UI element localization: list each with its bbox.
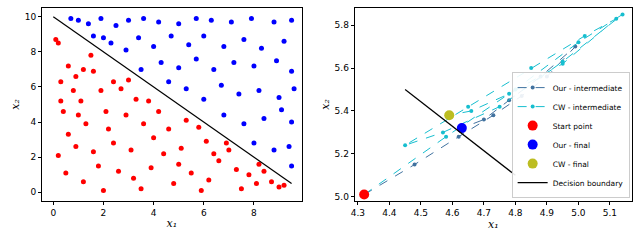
svg-text:5.0: 5.0	[335, 192, 350, 202]
svg-text:2: 2	[30, 152, 36, 162]
svg-text:4: 4	[30, 117, 36, 127]
svg-text:4.5: 4.5	[414, 208, 428, 218]
svg-text:4: 4	[151, 208, 157, 218]
svg-text:CW - intermediate: CW - intermediate	[553, 103, 622, 112]
svg-text:4.9: 4.9	[540, 208, 555, 218]
svg-text:5.1: 5.1	[603, 208, 617, 218]
svg-text:Our - intermediate: Our - intermediate	[553, 84, 623, 93]
svg-text:5.8: 5.8	[335, 20, 350, 30]
svg-text:Decision boundary: Decision boundary	[553, 179, 624, 188]
svg-text:8: 8	[30, 47, 36, 57]
svg-text:5.6: 5.6	[335, 63, 350, 73]
svg-text:8: 8	[251, 208, 257, 218]
svg-text:x₁: x₁	[488, 218, 499, 231]
svg-text:2: 2	[101, 208, 107, 218]
svg-text:4.8: 4.8	[508, 208, 523, 218]
svg-text:x₁: x₁	[166, 217, 177, 230]
svg-text:5.2: 5.2	[335, 149, 349, 159]
svg-text:x₂: x₂	[319, 99, 332, 110]
svg-text:0: 0	[50, 208, 56, 218]
svg-text:4.4: 4.4	[382, 208, 397, 218]
svg-text:4.3: 4.3	[351, 208, 365, 218]
svg-text:4.6: 4.6	[445, 208, 460, 218]
svg-text:6: 6	[201, 208, 207, 218]
svg-text:4.7: 4.7	[477, 208, 491, 218]
svg-text:5.0: 5.0	[571, 208, 586, 218]
svg-text:Our - final: Our - final	[553, 141, 590, 150]
svg-text:5.4: 5.4	[335, 106, 350, 116]
svg-text:10: 10	[25, 12, 37, 22]
svg-text:Start point: Start point	[553, 122, 593, 131]
svg-text:6: 6	[30, 82, 36, 92]
svg-text:x₂: x₂	[9, 99, 22, 110]
svg-text:0: 0	[30, 187, 36, 197]
svg-text:CW - final: CW - final	[553, 160, 589, 169]
